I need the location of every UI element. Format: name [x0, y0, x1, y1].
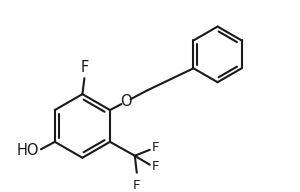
- Text: HO: HO: [16, 143, 39, 158]
- Text: F: F: [152, 160, 159, 173]
- Text: F: F: [133, 179, 140, 192]
- Text: F: F: [80, 60, 88, 75]
- Text: F: F: [152, 141, 159, 154]
- Text: O: O: [120, 94, 132, 109]
